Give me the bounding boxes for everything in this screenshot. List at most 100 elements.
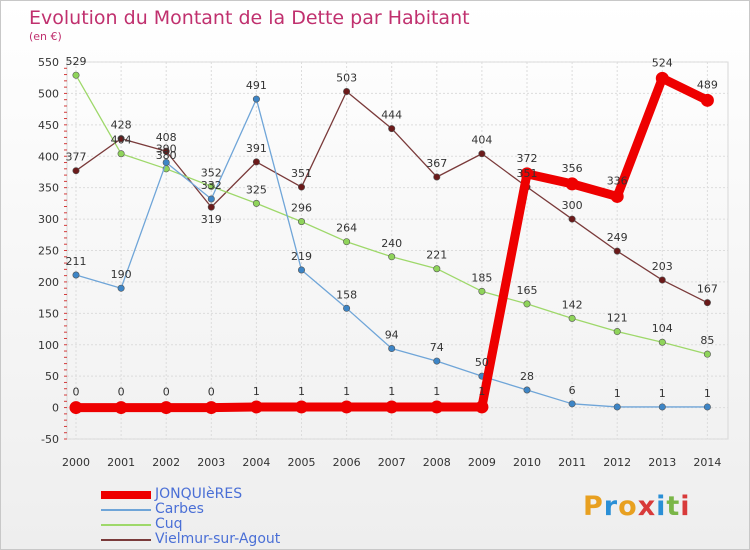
y-tick-label: 150 <box>38 307 59 320</box>
data-point <box>568 215 576 223</box>
data-label: 1 <box>343 385 350 398</box>
legend: JONQUIèRES Carbes Cuq Vielmur-sur-Agout <box>101 486 341 547</box>
x-tick-label: 2007 <box>378 456 406 469</box>
chart-unit: (en €) <box>29 30 62 43</box>
data-label: 165 <box>517 284 538 297</box>
x-tick-label: 2012 <box>603 456 631 469</box>
data-point <box>388 345 396 353</box>
data-point <box>568 400 576 408</box>
data-point <box>297 218 305 226</box>
data-label: 1 <box>478 385 485 398</box>
data-point <box>252 158 260 166</box>
x-tick-label: 2013 <box>648 456 676 469</box>
x-tick-label: 2014 <box>693 456 721 469</box>
data-point <box>520 167 534 181</box>
logo-letter: i <box>680 491 691 522</box>
data-point <box>343 304 351 312</box>
data-label: 249 <box>607 231 628 244</box>
y-tick-label: 450 <box>38 119 59 132</box>
legend-swatch <box>101 539 151 541</box>
data-point <box>658 403 666 411</box>
data-label: 1 <box>433 385 440 398</box>
x-tick-label: 2004 <box>242 456 270 469</box>
data-label: 121 <box>607 312 628 325</box>
data-point <box>117 135 125 143</box>
data-point <box>610 189 624 203</box>
data-label: 380 <box>156 149 177 162</box>
logo-letter: t <box>666 491 681 522</box>
data-point <box>478 150 486 158</box>
data-point <box>117 150 125 158</box>
data-point <box>658 338 666 346</box>
axis-layer: -500501001502002503003504004505005502000… <box>38 56 721 469</box>
data-label: 332 <box>201 179 222 192</box>
data-point <box>252 199 260 207</box>
legend-swatch <box>101 491 151 499</box>
data-point <box>655 71 669 85</box>
y-tick-label: 550 <box>38 56 59 69</box>
y-tick-label: 350 <box>38 182 59 195</box>
data-point <box>162 147 170 155</box>
data-label: 211 <box>66 255 87 268</box>
data-label: 0 <box>118 386 125 399</box>
data-label: 336 <box>607 174 628 187</box>
data-label: 491 <box>246 79 267 92</box>
data-point <box>117 284 125 292</box>
proxiti-logo: Proxiti <box>583 491 691 522</box>
data-label: 158 <box>336 288 357 301</box>
data-label: 1 <box>253 385 260 398</box>
y-tick-label: 0 <box>52 402 59 415</box>
data-label: 85 <box>700 334 714 347</box>
x-tick-label: 2005 <box>288 456 316 469</box>
data-label: 351 <box>291 167 312 180</box>
data-label: 190 <box>111 268 132 281</box>
x-tick-label: 2003 <box>197 456 225 469</box>
y-tick-label: 400 <box>38 150 59 163</box>
data-point <box>475 400 489 414</box>
data-point <box>388 253 396 261</box>
data-point <box>433 265 441 273</box>
data-point <box>613 328 621 336</box>
data-point <box>295 400 308 414</box>
data-point <box>658 276 666 284</box>
legend-label: JONQUIèRES <box>155 486 243 502</box>
chart-title: Evolution du Montant de la Dette par Hab… <box>29 7 470 29</box>
data-label: 404 <box>471 134 492 147</box>
data-label: 219 <box>291 250 312 263</box>
data-point <box>703 299 711 307</box>
data-point <box>700 93 714 107</box>
x-tick-label: 2000 <box>62 456 90 469</box>
data-label: 0 <box>208 386 215 399</box>
data-point <box>162 159 170 167</box>
data-label: 28 <box>520 370 534 383</box>
x-tick-label: 2011 <box>558 456 586 469</box>
data-point <box>207 182 215 190</box>
data-label: 372 <box>517 152 538 165</box>
data-label: 428 <box>111 119 132 132</box>
data-point <box>385 400 399 414</box>
data-label: 367 <box>426 157 447 170</box>
data-point <box>69 401 83 415</box>
data-label: 390 <box>156 143 177 156</box>
series-layer <box>69 71 714 415</box>
logo-letter: i <box>656 491 667 522</box>
data-point <box>703 403 711 411</box>
y-tick-label: 250 <box>38 245 59 258</box>
data-label: 529 <box>66 55 87 68</box>
data-point <box>430 400 444 414</box>
data-point <box>523 300 531 308</box>
y-tick-label: 200 <box>38 276 59 289</box>
data-label: 404 <box>111 134 132 147</box>
x-tick-label: 2008 <box>423 456 451 469</box>
data-label: 74 <box>430 341 444 354</box>
data-point <box>568 314 576 322</box>
data-label: 325 <box>246 183 267 196</box>
data-label: 1 <box>659 387 666 400</box>
y-tick-label: 50 <box>45 370 59 383</box>
data-label: 489 <box>697 78 718 91</box>
data-label: 352 <box>201 166 222 179</box>
data-label: 503 <box>336 72 357 85</box>
data-label: 240 <box>381 237 402 250</box>
